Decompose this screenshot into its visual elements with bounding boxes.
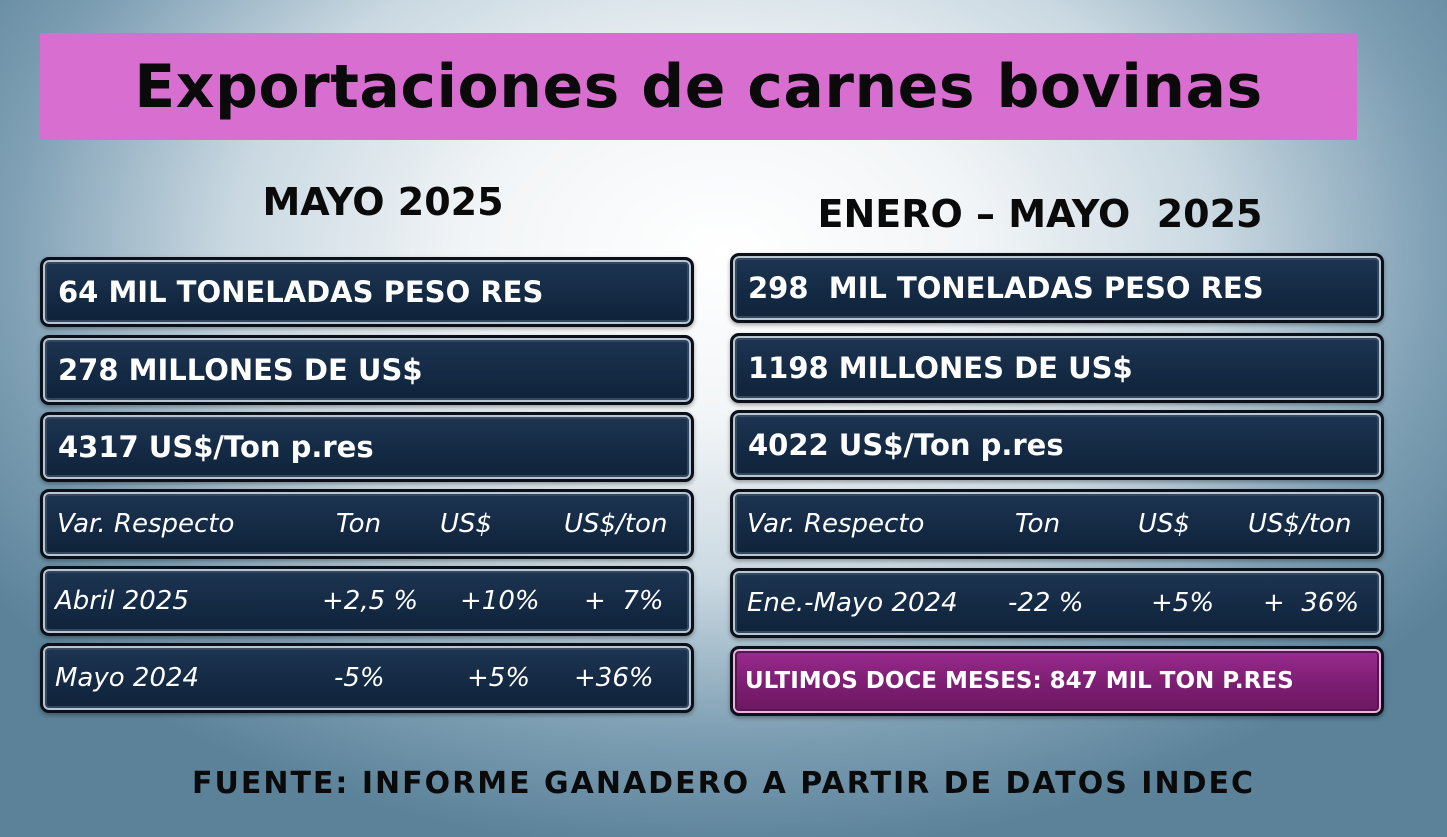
source-footer: FUENTE: INFORME GANADERO A PARTIR DE DAT…: [192, 766, 1255, 801]
left-row-mayo: Mayo 2024 -5% +5% +36%: [40, 643, 694, 713]
right-var-usd-ton: US$/ton: [1248, 509, 1352, 539]
title-banner: Exportaciones de carnes bovinas: [40, 33, 1357, 140]
left-tonnage: 64 MIL TONELADAS PESO RES: [58, 275, 544, 309]
left-var-usd: US$: [440, 509, 493, 539]
right-tonnage: 298 MIL TONELADAS PESO RES: [748, 271, 1264, 305]
left-value: 278 MILLONES DE US$: [58, 353, 423, 387]
left-row-ton: +2,5 %: [322, 586, 419, 616]
right-row-usd: +5%: [1151, 588, 1215, 618]
left-row-usd-ton: +36%: [574, 663, 654, 693]
left-row-usd: +5%: [467, 663, 531, 693]
twelve-month-text: ULTIMOS DOCE MESES: 847 MIL TON P.RES: [745, 668, 1294, 694]
left-value-box: 278 MILLONES DE US$: [40, 335, 694, 405]
right-row-usd-ton: + 36%: [1263, 588, 1360, 618]
left-heading: MAYO 2025: [262, 180, 504, 224]
left-row-label: Abril 2025: [55, 586, 189, 616]
right-value-box: 1198 MILLONES DE US$: [730, 333, 1384, 403]
left-var-label: Var. Respecto: [57, 509, 235, 539]
right-row-ton: -22 %: [1008, 588, 1084, 618]
left-price-box: 4317 US$/Ton p.res: [40, 412, 694, 482]
right-value: 1198 MILLONES DE US$: [748, 351, 1133, 385]
page-title: Exportaciones de carnes bovinas: [134, 51, 1263, 122]
right-tonnage-box: 298 MIL TONELADAS PESO RES: [730, 253, 1384, 323]
right-var-label: Var. Respecto: [747, 509, 925, 539]
right-var-header: Var. Respecto Ton US$ US$/ton: [730, 489, 1384, 559]
right-heading: ENERO – MAYO 2025: [817, 192, 1263, 236]
right-row-label: Ene.-Mayo 2024: [747, 588, 958, 618]
left-tonnage-box: 64 MIL TONELADAS PESO RES: [40, 257, 694, 327]
left-price: 4317 US$/Ton p.res: [58, 430, 374, 464]
left-var-usd-ton: US$/ton: [564, 509, 668, 539]
right-var-usd: US$: [1138, 509, 1191, 539]
right-price-box: 4022 US$/Ton p.res: [730, 410, 1384, 480]
right-row-ene-mayo: Ene.-Mayo 2024 -22 % +5% + 36%: [730, 568, 1384, 638]
left-row-ton: -5%: [334, 663, 385, 693]
right-price: 4022 US$/Ton p.res: [748, 428, 1064, 462]
twelve-month-highlight: ULTIMOS DOCE MESES: 847 MIL TON P.RES: [730, 646, 1384, 716]
left-var-header: Var. Respecto Ton US$ US$/ton: [40, 489, 694, 559]
right-var-ton: Ton: [1015, 509, 1061, 539]
left-row-usd: +10%: [460, 586, 540, 616]
left-var-ton: Ton: [336, 509, 382, 539]
left-row-label: Mayo 2024: [55, 663, 200, 693]
left-row-abril: Abril 2025 +2,5 % +10% + 7%: [40, 566, 694, 636]
left-row-usd-ton: + 7%: [584, 586, 664, 616]
